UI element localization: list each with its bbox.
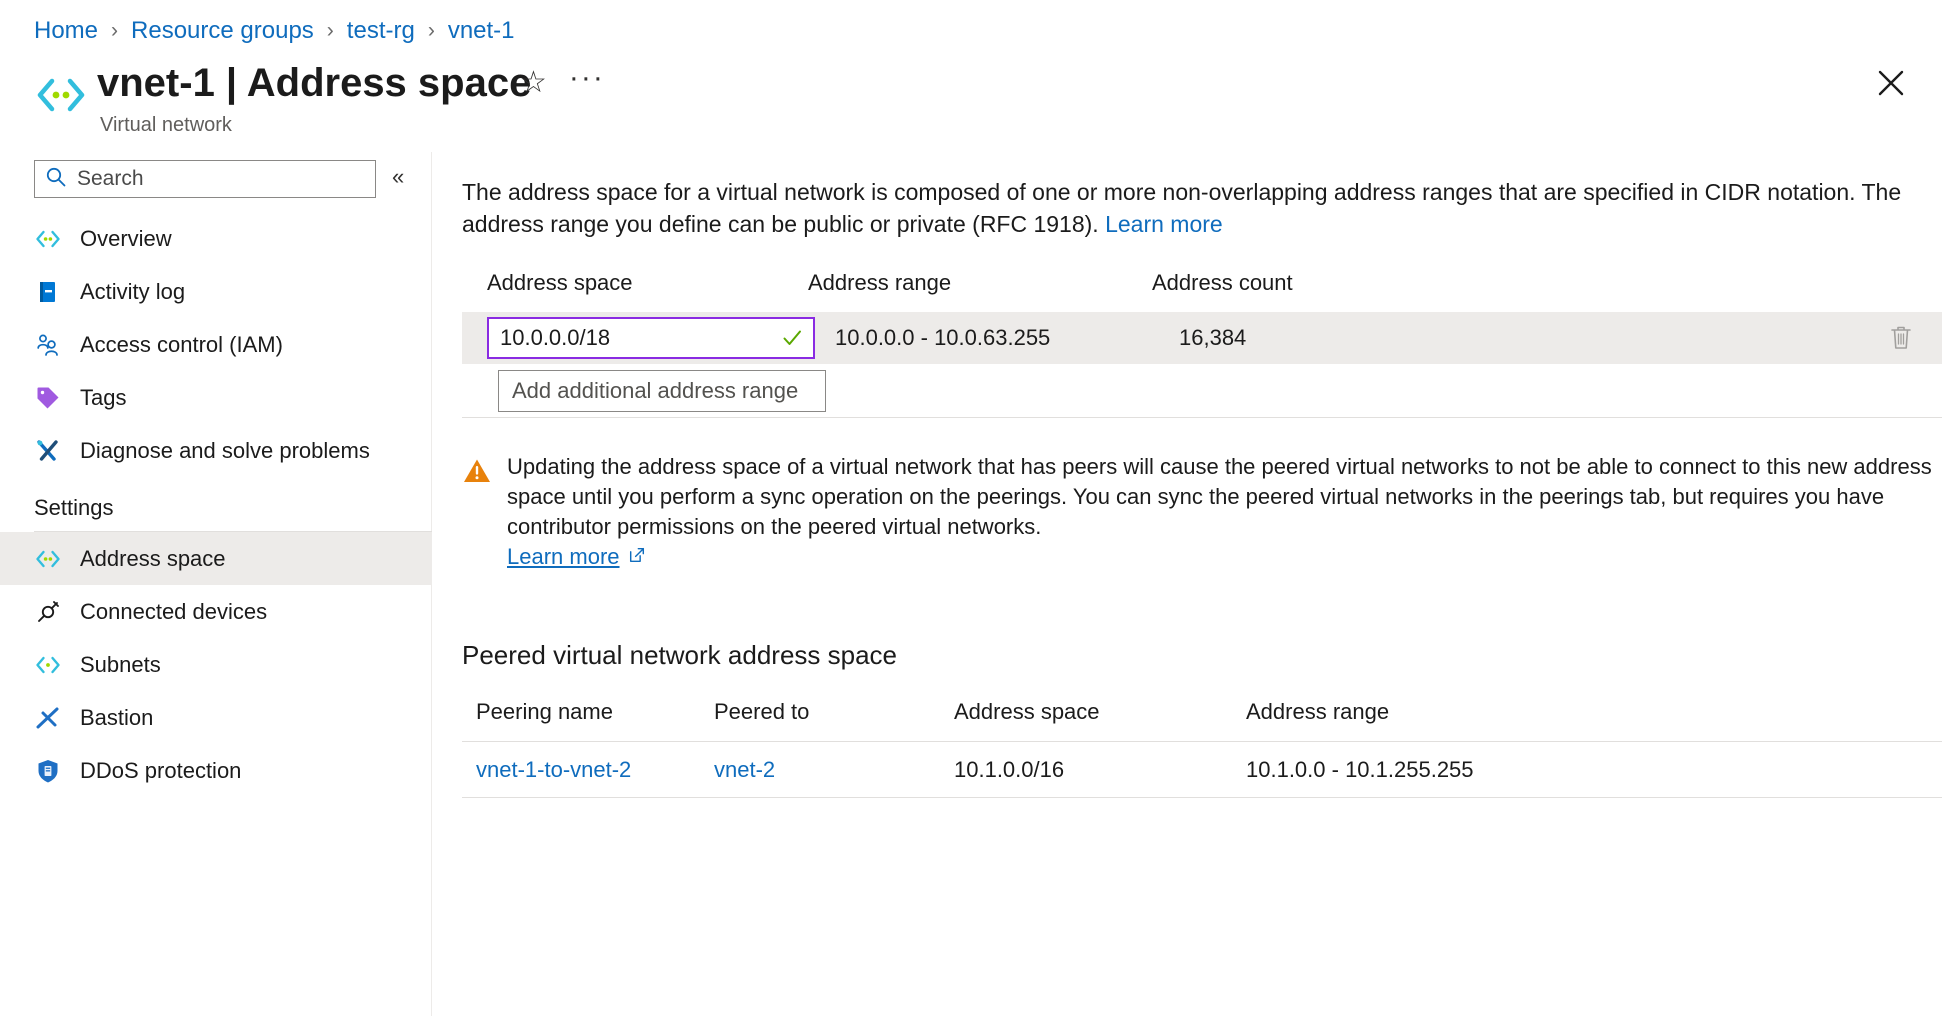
sidebar-item-label: Subnets — [80, 651, 161, 677]
left-navigation: « Overview — [0, 152, 432, 1016]
table-row: 10.0.0.0 - 10.0.63.255 16,384 — [462, 312, 1942, 364]
breadcrumb-item-home[interactable]: Home — [34, 17, 99, 44]
wrench-screwdriver-icon — [34, 437, 62, 465]
sidebar-item-connected-devices[interactable]: Connected devices — [0, 585, 432, 638]
address-space-table: Address space Address range Address coun… — [462, 270, 1942, 418]
sidebar-item-label: Address space — [80, 545, 226, 571]
sidebar-item-label: Diagnose and solve problems — [80, 437, 370, 463]
column-header-peer-address-space: Address space — [954, 699, 1100, 724]
breadcrumb: Home › Resource groups › test-rg › vnet-… — [34, 16, 515, 46]
more-options-icon[interactable]: ··· — [568, 61, 605, 94]
intro-paragraph: The address space for a virtual network … — [462, 176, 1932, 240]
sidebar-item-label: Overview — [80, 225, 172, 251]
breadcrumb-separator: › — [326, 19, 334, 42]
warning-text-block: Updating the address space of a virtual … — [507, 452, 1932, 572]
trash-icon[interactable] — [1888, 323, 1914, 353]
external-link-icon — [628, 542, 646, 572]
sidebar-item-label: Connected devices — [80, 598, 268, 624]
valid-check-icon — [781, 327, 803, 349]
sidebar-item-bastion[interactable]: Bastion — [0, 691, 432, 744]
nav-list: Overview Activity log — [0, 212, 432, 797]
cell-address-count: 16,384 — [1179, 325, 1247, 350]
intro-text: The address space for a virtual network … — [462, 179, 1902, 237]
subnets-icon — [34, 651, 62, 679]
sidebar-item-label: Activity log — [80, 278, 186, 304]
page-subtitle: Virtual network — [100, 114, 232, 136]
peered-network-table: Peering name Peered to Address space Add… — [462, 699, 1942, 798]
sidebar-item-label: DDoS protection — [80, 757, 242, 783]
page-header: vnet-1 | Address space Virtual network — [34, 58, 531, 138]
sidebar-item-overview[interactable]: Overview — [0, 212, 432, 265]
address-space-input-wrapper[interactable] — [487, 317, 815, 359]
column-header-address-count: Address count — [1152, 270, 1293, 295]
shield-icon — [34, 757, 62, 785]
breadcrumb-item-test-rg[interactable]: test-rg — [346, 17, 415, 44]
sidebar-item-subnets[interactable]: Subnets — [0, 638, 432, 691]
plug-icon — [34, 598, 62, 626]
warning-learn-more-link[interactable]: Learn more — [507, 542, 646, 572]
peering-sync-warning: Updating the address space of a virtual … — [462, 452, 1932, 572]
sidebar-item-tags[interactable]: Tags — [0, 371, 432, 424]
sidebar-item-ddos-protection[interactable]: DDoS protection — [0, 744, 432, 797]
breadcrumb-item-vnet-1[interactable]: vnet-1 — [447, 17, 515, 44]
access-control-icon — [34, 331, 62, 359]
breadcrumb-item-resource-groups[interactable]: Resource groups — [131, 17, 314, 44]
cell-peered-to-link[interactable]: vnet-2 — [714, 756, 776, 782]
warning-triangle-icon — [462, 456, 492, 486]
column-header-peering-name: Peering name — [476, 699, 613, 724]
column-header-address-range: Address range — [808, 270, 952, 295]
collapse-nav-icon[interactable]: « — [392, 164, 405, 189]
search-box[interactable] — [34, 160, 376, 198]
sidebar-item-label: Access control (IAM) — [80, 331, 283, 357]
peered-section-title: Peered virtual network address space — [462, 640, 898, 670]
add-address-range-wrapper[interactable] — [498, 369, 826, 412]
table-row: vnet-1-to-vnet-2 vnet-2 10.1.0.0/16 10.1… — [462, 742, 1942, 798]
warning-text: Updating the address space of a virtual … — [507, 454, 1932, 539]
title-actions: ☆ ··· — [520, 61, 605, 99]
sidebar-item-access-control[interactable]: Access control (IAM) — [0, 318, 432, 371]
sidebar-item-address-space[interactable]: Address space — [0, 532, 432, 585]
peered-table-header: Peering name Peered to Address space Add… — [462, 699, 1942, 742]
virtual-network-icon — [34, 68, 88, 122]
tag-icon — [34, 384, 62, 412]
bastion-icon — [34, 704, 62, 732]
address-table-header: Address space Address range Address coun… — [462, 270, 1942, 312]
cell-peering-name-link[interactable]: vnet-1-to-vnet-2 — [476, 756, 632, 782]
search-input[interactable] — [75, 166, 365, 192]
address-space-icon — [34, 545, 62, 573]
column-header-peer-address-range: Address range — [1246, 699, 1390, 724]
nav-divider — [34, 531, 432, 532]
cell-address-range: 10.0.0.0 - 10.0.63.255 — [835, 325, 1051, 350]
virtual-network-icon — [34, 225, 62, 253]
page-title: vnet-1 | Address space — [97, 61, 532, 105]
sidebar-item-activity-log[interactable]: Activity log — [0, 265, 432, 318]
column-header-address-space: Address space — [487, 270, 633, 295]
sidebar-item-diagnose[interactable]: Diagnose and solve problems — [0, 424, 432, 477]
search-icon — [45, 166, 67, 193]
breadcrumb-separator: › — [111, 19, 119, 42]
cell-peer-address-range: 10.1.0.0 - 10.1.255.255 — [1246, 756, 1474, 782]
favorite-star-icon[interactable]: ☆ — [520, 66, 547, 99]
warning-learn-more-label: Learn more — [507, 544, 620, 569]
cell-peer-address-space: 10.1.0.0/16 — [954, 756, 1065, 782]
address-space-input[interactable] — [489, 324, 767, 352]
add-address-range-row — [462, 364, 1942, 418]
sidebar-item-label: Bastion — [80, 704, 154, 730]
column-header-peered-to: Peered to — [714, 699, 810, 724]
add-address-range-input[interactable] — [510, 376, 825, 405]
breadcrumb-separator: › — [427, 19, 435, 42]
main-content: The address space for a virtual network … — [462, 176, 1944, 798]
intro-learn-more-link[interactable]: Learn more — [1105, 211, 1223, 237]
sidebar-item-label: Tags — [80, 384, 127, 410]
activity-log-icon — [34, 278, 62, 306]
close-icon[interactable] — [1874, 66, 1908, 100]
nav-group-settings-title: Settings — [34, 495, 114, 520]
